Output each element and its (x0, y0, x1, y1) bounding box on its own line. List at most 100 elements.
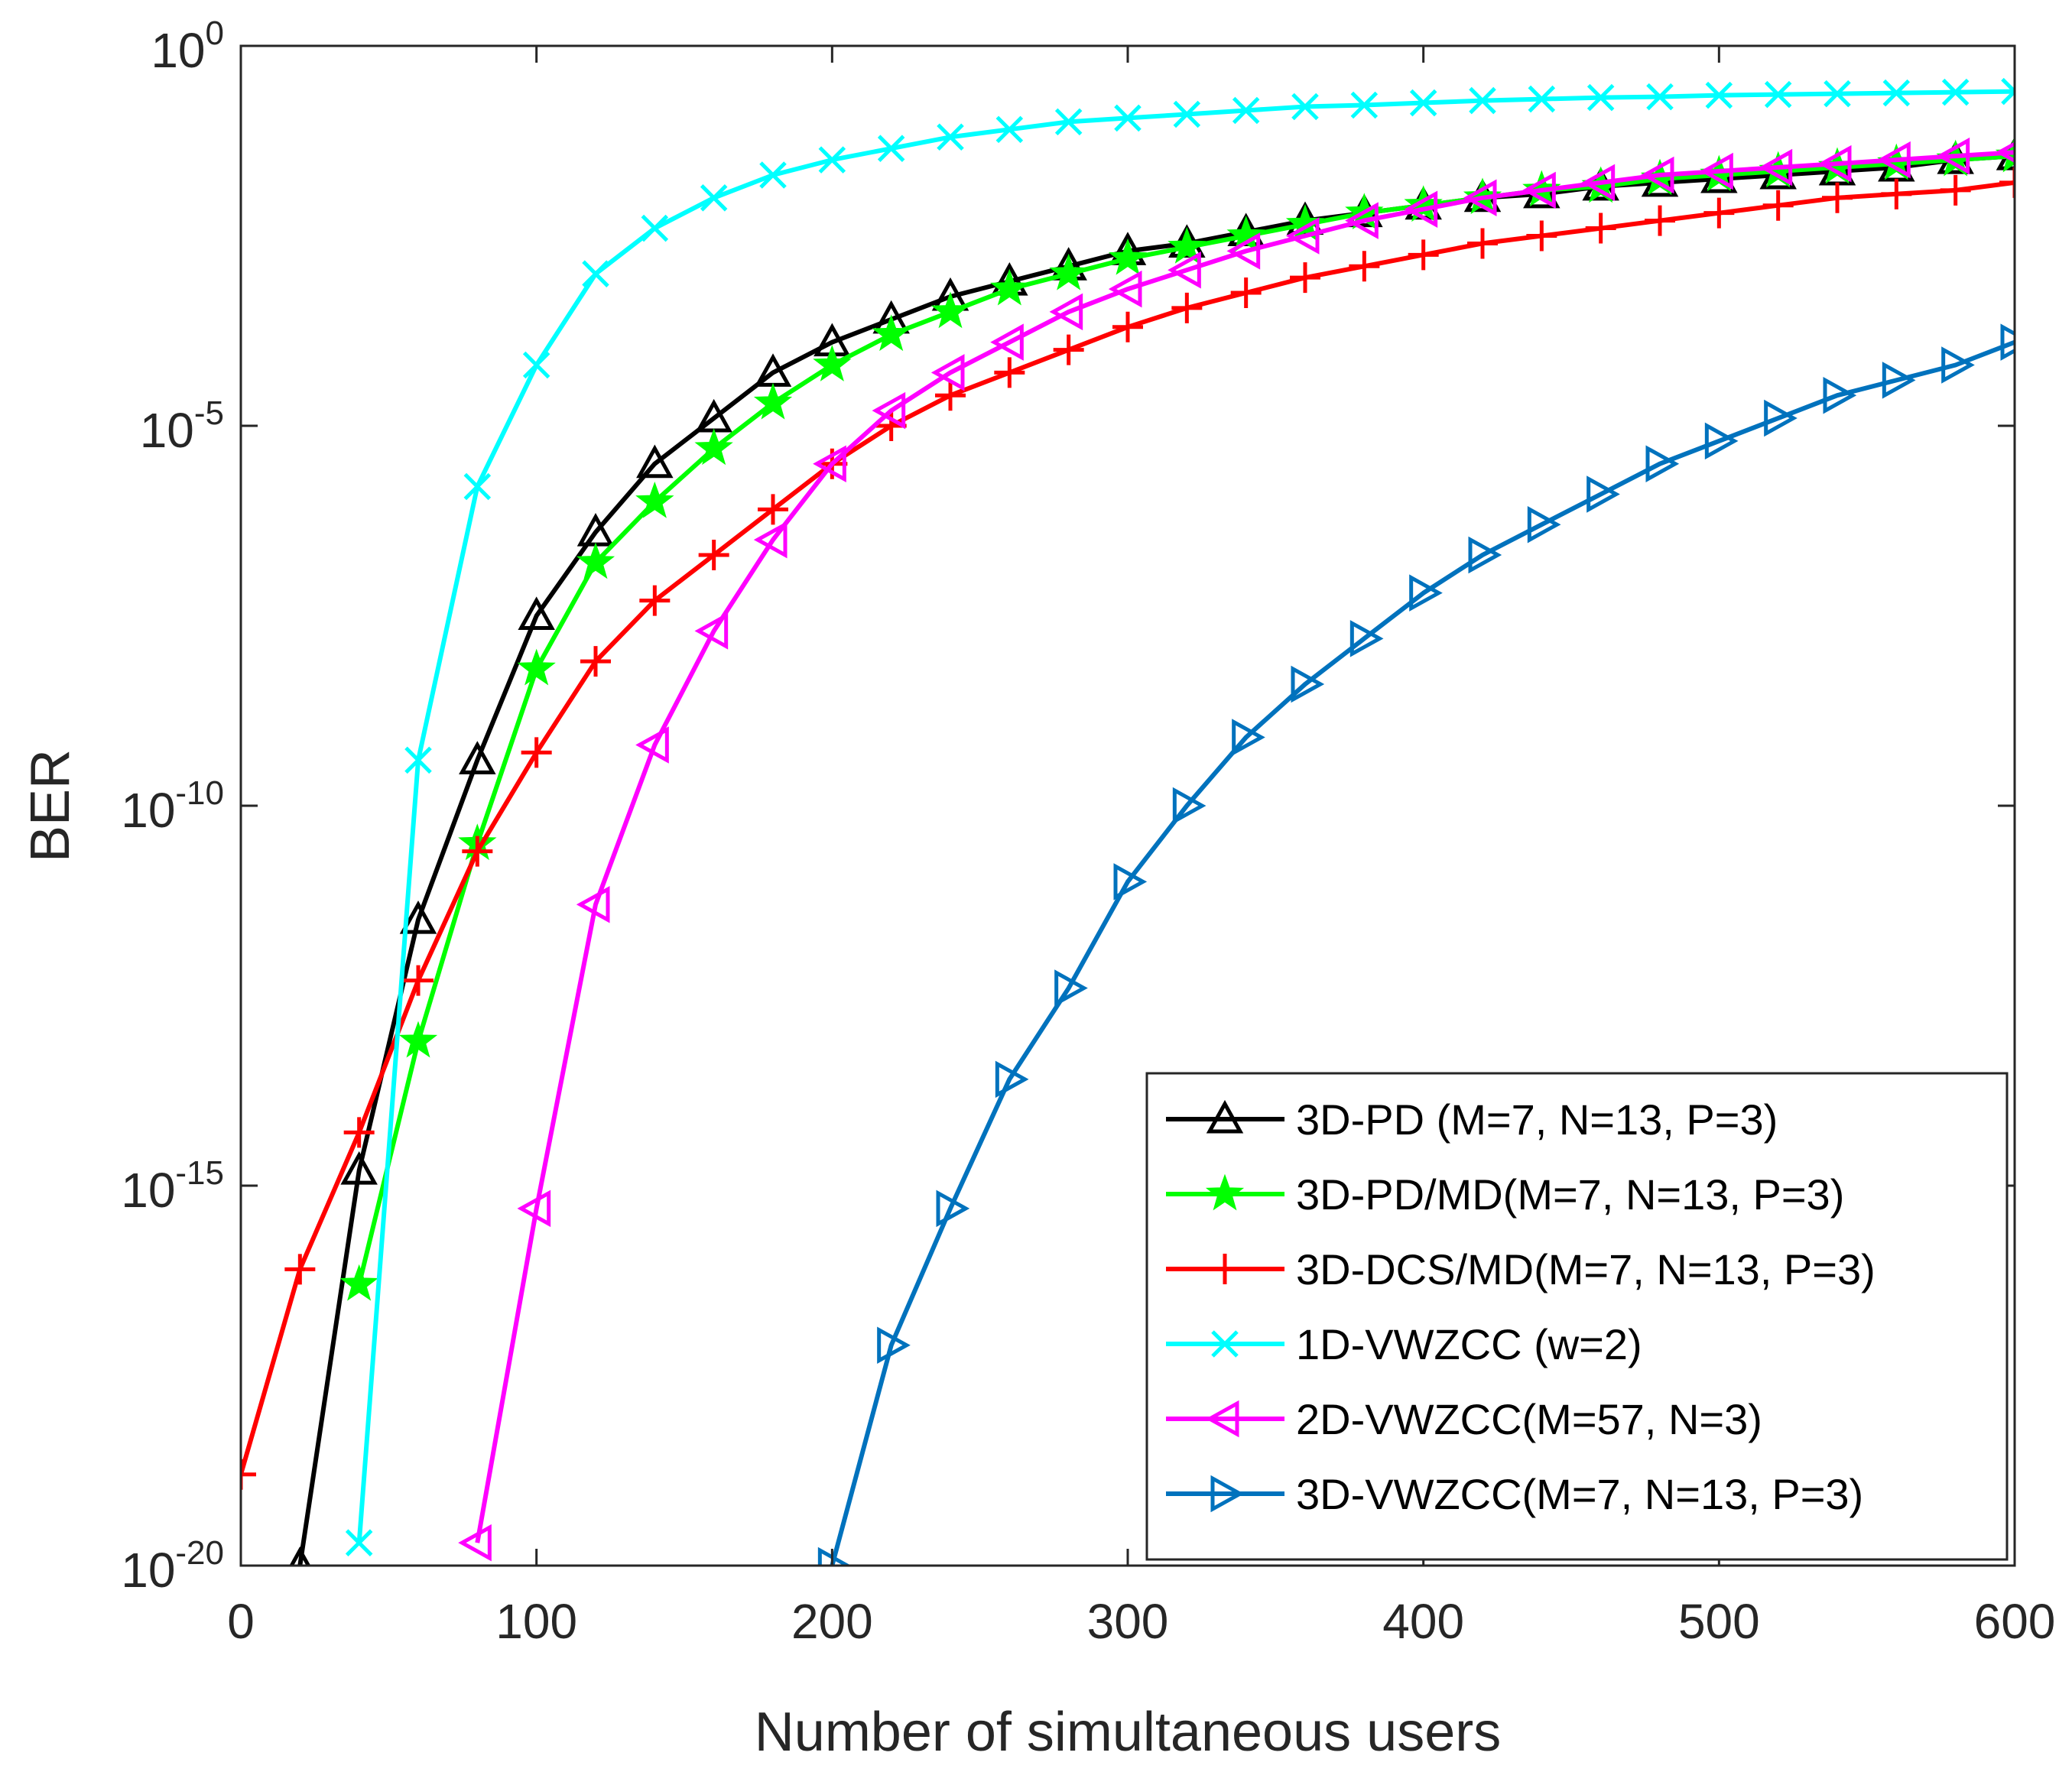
series-layer (241, 77, 2015, 1566)
data-point (522, 351, 550, 379)
data-point (2001, 77, 2015, 105)
data-point (576, 885, 610, 923)
data-point (1941, 78, 1970, 106)
data-point (1232, 719, 1265, 756)
data-point (521, 737, 552, 768)
y-axis-title: BER (20, 749, 81, 862)
legend-entry: 3D-DCS/MD(M=7, N=13, P=3) (1166, 1245, 1876, 1293)
data-point (1527, 505, 1561, 544)
legend-marker (1211, 1330, 1239, 1358)
data-point (759, 161, 787, 189)
data-point (1704, 422, 1739, 460)
data-point (1936, 137, 1970, 175)
data-point (1049, 293, 1083, 331)
data-point (1882, 362, 1916, 399)
data-point (1999, 167, 2015, 198)
data-point (339, 1264, 378, 1301)
data-point (936, 1189, 970, 1228)
data-point (1700, 152, 1733, 190)
data-point (1522, 171, 1556, 209)
data-point (1291, 665, 1325, 703)
data-point (1350, 91, 1379, 119)
data-point (1585, 213, 1616, 244)
data-point (1823, 376, 1857, 414)
legend-label: 3D-DCS/MD(M=7, N=13, P=3) (1296, 1245, 1876, 1293)
data-point (459, 741, 496, 774)
data-point (1995, 141, 2015, 164)
data-point (1468, 536, 1502, 574)
data-point (1409, 574, 1443, 612)
data-point (753, 521, 788, 559)
axes-layer: 0 100 200 300 400 500 600 100 10-5 10-10 10-15 10-2… (20, 15, 2055, 1763)
data-point (289, 1546, 311, 1566)
data-point (635, 481, 674, 518)
x-tick-label: 500 (1678, 1594, 1760, 1649)
y-tick-label: 10-5 (140, 394, 224, 458)
legend-entry: 3D-VWZCC(M=7, N=13, P=3) (1166, 1470, 1863, 1518)
x-tick-label: 100 (495, 1594, 577, 1649)
data-point (403, 965, 434, 996)
series-3 (241, 167, 2015, 1490)
data-point (1645, 445, 1680, 482)
data-point (1526, 220, 1557, 252)
data-point (930, 354, 965, 391)
data-point (1822, 182, 1853, 213)
data-point (1230, 277, 1262, 309)
data-point (343, 1117, 375, 1148)
legend-label: 3D-VWZCC(M=7, N=13, P=3) (1296, 1470, 1863, 1518)
data-point (758, 494, 788, 525)
data-point (580, 646, 611, 677)
data-point (1882, 79, 1911, 107)
x-tick-label: 400 (1382, 1594, 1464, 1649)
data-point (576, 542, 615, 579)
legend-box (1145, 1072, 2009, 1561)
x-tick-label: 200 (791, 1594, 873, 1649)
data-point (995, 115, 1024, 144)
data-point (990, 268, 1029, 306)
data-point (1053, 334, 1084, 365)
y-tick-label: 10-10 (121, 774, 224, 838)
y-tick-label: 10-15 (121, 1154, 224, 1218)
legend-label: 3D-PD/MD(M=7, N=13, P=3) (1296, 1170, 1844, 1219)
data-point (639, 585, 671, 616)
data-point (990, 323, 1024, 361)
data-point (1824, 80, 1851, 108)
data-point (582, 260, 609, 287)
data-point (1586, 83, 1615, 112)
data-point (817, 1546, 852, 1566)
data-point (1049, 253, 1088, 290)
data-point (818, 146, 846, 174)
legend-marker (1210, 1254, 1240, 1284)
data-point (404, 746, 432, 774)
legend-marker (1210, 1475, 1245, 1513)
series-line (475, 150, 2015, 1543)
legend-marker (1206, 1099, 1244, 1134)
data-point (635, 726, 669, 764)
data-point (1463, 179, 1497, 217)
data-point (1285, 217, 1320, 255)
series-5 (458, 137, 2015, 1562)
series-line (830, 339, 2015, 1566)
data-point (1173, 100, 1201, 128)
data-point (813, 445, 846, 482)
y-tick-label: 10-20 (121, 1534, 224, 1598)
data-point (995, 1060, 1029, 1099)
data-point (1290, 262, 1320, 294)
data-point (458, 1524, 492, 1562)
y-tick-label: 100 (151, 15, 224, 78)
data-point (872, 391, 906, 430)
data-point (340, 1151, 378, 1185)
data-point (1940, 174, 1971, 206)
data-point (1817, 144, 1852, 183)
data-point (517, 648, 556, 686)
x-axis-title: Number of simultaneous users (755, 1702, 1501, 1763)
legend: 3D-PD (M=7, N=13, P=3) 3D-PD/MD(M=7, N=13… (1145, 1072, 2009, 1561)
data-point (1941, 346, 1975, 384)
data-point (1881, 178, 1912, 209)
data-point (1108, 238, 1148, 275)
data-point (1762, 190, 1794, 221)
data-point (1759, 148, 1793, 187)
data-point (1764, 399, 1798, 437)
data-point (518, 596, 555, 630)
data-point (1171, 292, 1203, 323)
